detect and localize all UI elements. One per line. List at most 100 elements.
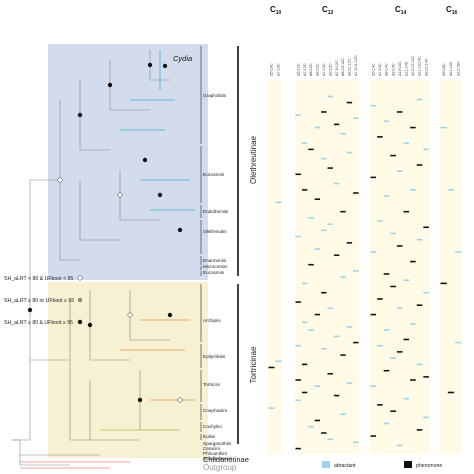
attractant-cell [447,189,455,191]
attractant-cell [403,142,410,144]
attractant-cell [416,363,423,366]
tribe-phricanthini: Phricanthini [203,451,227,456]
column-label: Δ7,9,11:12C [354,55,358,76]
column-label: Δ10:14C [398,61,402,76]
column-label: Δ11:16C [449,61,453,76]
attractant-cell [275,201,282,204]
column-label: Δ9,11:14C [424,58,428,76]
pheromone-cell [308,263,314,266]
attractant-cell [377,220,383,222]
attractant-cell [383,195,390,197]
legend-open-circle-icon [77,275,83,281]
pheromone-cell [370,435,377,437]
column-label: Δ13:16C [456,61,460,76]
legend-attractant-label: attractant [334,463,356,469]
pheromone-cell [295,173,301,176]
pheromone-cell [370,176,377,179]
legend-filled-circle-icon [77,319,83,325]
heatmap-cells [268,95,462,450]
column-label: Δ7:12C [303,63,307,76]
attractant-cell [353,117,359,119]
chain-header-c10: C10 [270,5,282,16]
attractant-cell [370,385,377,387]
pheromone-cell [327,167,333,169]
pheromone-cell [333,394,340,397]
attractant-cell [403,397,410,400]
attractant-cell [295,399,301,402]
column-label: Δ8:12C [309,63,313,76]
support-legend: SH_aLRT < 80 & UFboot < 95 SH_aLRT ≥ 80 … [4,275,83,326]
subfamily-tortricinae: Tortricinae [249,346,258,383]
attractant-cell [370,251,377,253]
attractant-cell [321,229,327,232]
attractant-cell [410,189,416,191]
pheromone-cell [340,354,346,356]
tribe-schoenotenini: Schoenotenini [203,456,232,461]
legend-pheromone-label: pheromone [416,463,442,469]
tribe-grapholitini: Grapholitini [203,93,226,98]
tribe-archipini: Archipini [203,318,221,323]
attractant-cell [370,104,377,107]
attractant-cell [333,335,340,338]
column-label: Δ8:14C [385,63,389,76]
pheromone-cell [346,242,353,244]
tribe-sparganothini: Sparganothini [203,441,231,446]
attractant-cell [353,441,359,444]
pheromone-cell [390,154,396,157]
tribe-olethreutini: Olethreutini [203,229,227,234]
tortricinae-box [48,282,208,458]
attractant-cell [383,120,390,123]
legend-pheromone-swatch [404,461,412,468]
tribe-euliini: Euliini [203,434,215,439]
tribe-ceracini: Ceracini [203,446,220,451]
attractant-cell [308,425,314,428]
pheromone-cell [396,245,403,247]
column-label: Δ9,11:12C [348,58,352,76]
attractant-cell [295,114,301,116]
attractant-cell [440,126,447,129]
pheromone-cell [295,379,301,381]
column-label: Δ7:14C [378,63,382,76]
attractant-cell [333,182,340,185]
pheromone-cell [353,341,359,344]
attractant-cell [455,341,462,344]
attractant-cell [353,270,359,272]
pheromone-cell [321,111,327,113]
pheromone-cell [353,192,359,194]
pheromone-cell [346,101,353,104]
pheromone-cell [410,379,416,381]
column-label: Δ5:10C [270,63,274,76]
pheromone-cell [440,282,447,285]
column-label: Δ7,9:12C [335,60,339,76]
attractant-cell [423,291,429,294]
attractant-cell [340,133,346,135]
pheromone-cell [301,363,308,366]
heatmap-backgrounds [268,80,462,454]
attractant-cell [416,98,423,101]
attractant-cell [410,323,416,325]
branch-accents [20,50,195,469]
legend-low-support: SH_aLRT < 80 & UFboot < 95 [4,276,73,282]
attractant-cell [377,344,383,347]
pheromone-cell [410,260,416,263]
tribe-eucosmini: Eucosmini [203,172,224,177]
pheromone-cell [333,123,340,126]
pheromone-cell [383,369,390,372]
pheromone-cell [416,164,423,166]
support-nodes [27,62,183,403]
column-label: Δ5:12C [296,63,300,76]
pheromone-cell [268,366,275,369]
column-label: Δ11:14C [405,61,409,76]
chain-header-c14: C14 [395,5,407,16]
attractant-cell [390,232,396,235]
attractant-cell [275,360,282,363]
attractant-cell [403,279,410,282]
attractant-cell [423,148,429,151]
tribe-cochylini: Cochylini [203,424,222,429]
taxon-label-cydia: Cydia [173,54,192,63]
chain-header-c16: C16 [446,5,458,16]
tribe-enarmonini: Enarmonini [203,258,226,263]
attractant-cell [416,238,423,241]
pheromone-cell [321,291,327,294]
